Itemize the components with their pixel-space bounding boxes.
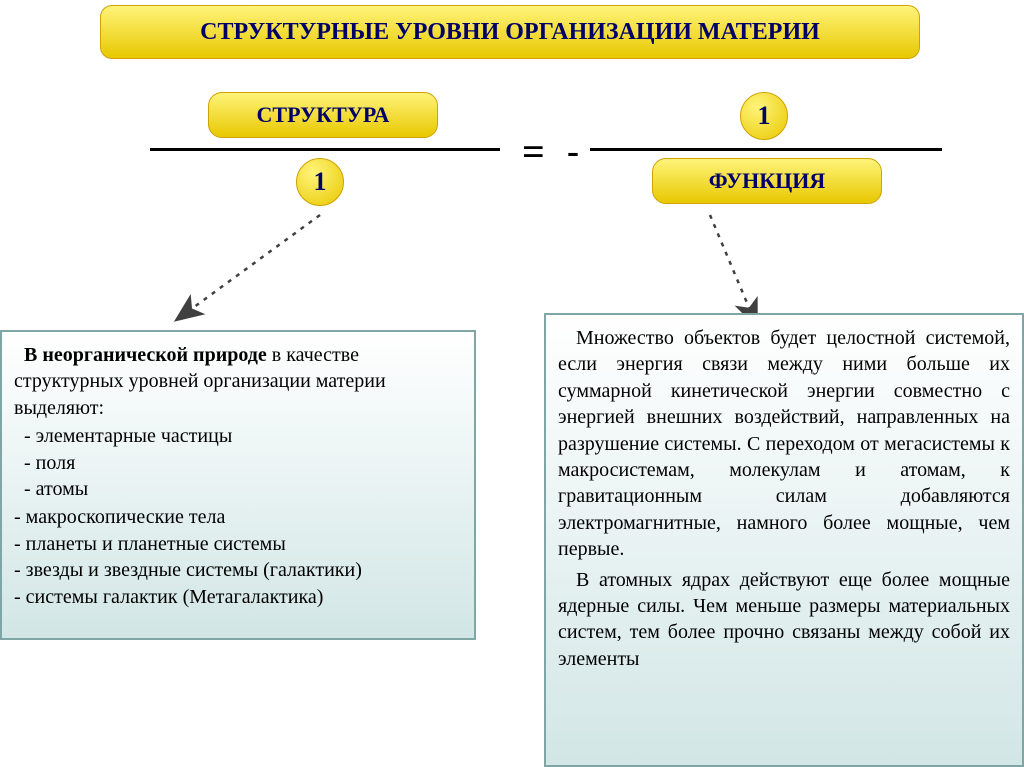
left-denom: 1 (314, 167, 327, 197)
right-numer: 1 (758, 101, 771, 131)
left-info-box: В неорганической природе в качестве стру… (0, 330, 476, 640)
left-list: макроскопические телапланеты и планетные… (14, 504, 462, 610)
structure-pill: СТРУКТУРА (208, 92, 438, 138)
title-bar: СТРУКТУРНЫЕ УРОВНИ ОРГАНИЗАЦИИ МАТЕРИИ (100, 5, 920, 59)
function-label: ФУНКЦИЯ (709, 168, 826, 194)
right-fraction-bar (590, 148, 942, 151)
list-item: системы галактик (Метагалактика) (14, 584, 462, 610)
function-pill: ФУНКЦИЯ (652, 158, 882, 204)
list-item: атомы (24, 476, 462, 502)
neg-sign: - (567, 130, 579, 172)
list-item: макроскопические тела (14, 504, 462, 530)
title-text: СТРУКТУРНЫЕ УРОВНИ ОРГАНИЗАЦИИ МАТЕРИИ (200, 19, 820, 46)
left-denom-circle: 1 (296, 158, 344, 206)
right-box-p1: Множество объектов будет целостной систе… (558, 325, 1010, 563)
right-box-p2: В атомных ядрах действуют еще более мощн… (558, 567, 1010, 673)
left-box-intro: В неорганической природе в качестве стру… (14, 342, 462, 421)
structure-label: СТРУКТУРА (257, 102, 390, 128)
left-fraction-bar (150, 148, 500, 151)
right-numer-circle: 1 (740, 92, 788, 140)
left-box-lead: В неорганической природе (24, 344, 267, 366)
right-info-box: Множество объектов будет целостной систе… (544, 313, 1024, 767)
list-item: звезды и звездные системы (галактики) (14, 557, 462, 583)
right-arrow-icon (680, 210, 840, 330)
equals-sign: = (522, 128, 545, 175)
list-item: планеты и планетные системы (14, 531, 462, 557)
list-item: элементарные частицы (24, 423, 462, 449)
left-arrow-icon (160, 210, 360, 330)
list-item: поля (24, 450, 462, 476)
left-list-indent: элементарные частицыполяатомы (14, 423, 462, 502)
